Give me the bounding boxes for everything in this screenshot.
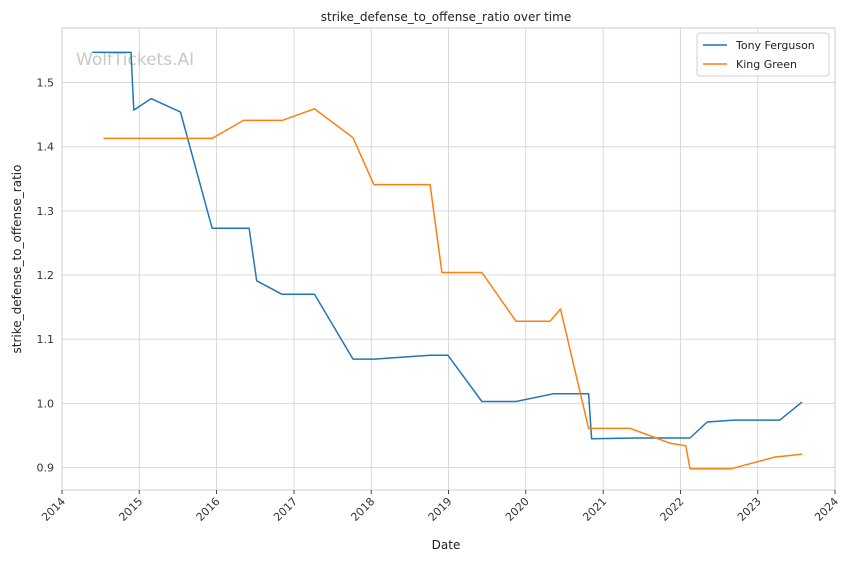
y-tick-label: 1.0 <box>37 397 55 410</box>
x-tick-label: 2014 <box>39 495 68 524</box>
x-tick-label: 2021 <box>580 495 609 524</box>
y-axis-ticks: 0.9 1.0 1.1 1.2 1.3 1.4 1.5 <box>37 77 55 475</box>
x-tick-label: 2015 <box>116 495 145 524</box>
x-tick-label: 2019 <box>426 495 455 524</box>
x-tick-label: 2023 <box>735 495 764 524</box>
y-tick-label: 1.2 <box>37 269 55 282</box>
x-tick-label: 2017 <box>271 495 300 524</box>
legend: Tony Ferguson King Green <box>696 32 830 77</box>
series-lines <box>92 51 803 470</box>
series-line-king-green <box>103 108 803 470</box>
x-tick-label: 2016 <box>194 495 223 524</box>
x-tick-label: 2024 <box>812 495 841 524</box>
y-tick-label: 1.1 <box>37 333 55 346</box>
legend-box <box>696 32 830 77</box>
watermark: WolfTickets.AI <box>76 50 194 70</box>
x-tick-label: 2018 <box>348 495 377 524</box>
x-axis-label: Date <box>432 538 461 552</box>
legend-label-tony-ferguson: Tony Ferguson <box>735 39 815 52</box>
x-tick-label: 2020 <box>503 495 532 524</box>
x-tick-label: 2022 <box>658 495 687 524</box>
x-axis-ticks: 2014 2015 2016 2017 2018 2019 2020 2021 2022 2023… <box>39 490 841 524</box>
legend-label-king-green: King Green <box>736 58 797 71</box>
y-tick-label: 1.3 <box>37 205 55 218</box>
chart-title: strike_defense_to_offense_ratio over tim… <box>321 10 571 24</box>
y-tick-label: 1.5 <box>37 77 55 90</box>
y-axis-label: strike_defense_to_offense_ratio <box>10 165 24 354</box>
y-tick-label: 1.4 <box>37 141 55 154</box>
series-line-tony-ferguson <box>92 51 803 440</box>
y-tick-label: 0.9 <box>37 462 55 475</box>
